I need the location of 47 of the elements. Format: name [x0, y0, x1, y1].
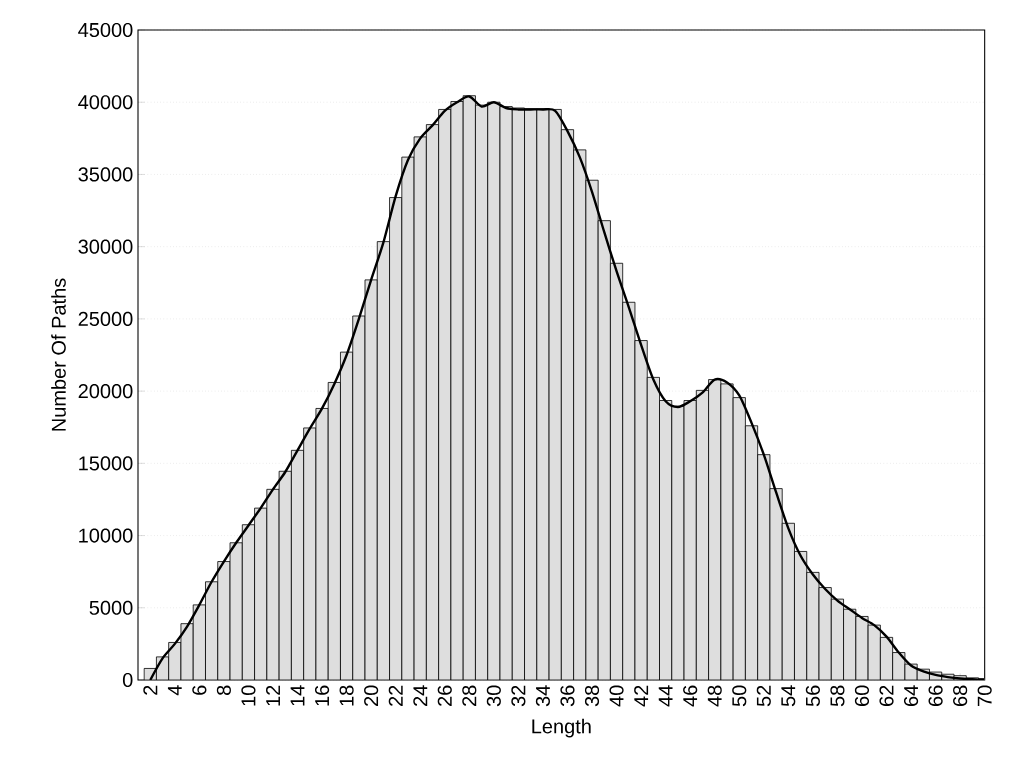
y-tick-label: 20000 — [78, 384, 133, 399]
x-tick-label: 16 — [314, 685, 330, 706]
y-tick-label: 35000 — [78, 167, 133, 182]
y-tick-label: 15000 — [79, 456, 133, 471]
x-tick-label: 68 — [953, 685, 968, 706]
x-tick-label: 22 — [388, 685, 403, 706]
x-tick-label: 30 — [486, 685, 501, 707]
y-tick-label: 0 — [122, 672, 133, 688]
x-tick-label: 18 — [339, 685, 354, 706]
x-tick-label: 4 — [167, 685, 182, 696]
x-tick-label: 48 — [707, 685, 722, 707]
x-tick-label: 70 — [977, 685, 992, 706]
y-tick-label: 40000 — [78, 95, 133, 110]
x-tick-label: 28 — [462, 685, 477, 706]
x-tick-label: 38 — [584, 685, 600, 707]
x-tick-label: 12 — [265, 685, 280, 706]
x-tick-label: 64 — [903, 685, 919, 706]
y-tick-label: 25000 — [78, 311, 133, 326]
x-tick-label: 50 — [732, 685, 747, 707]
x-tick-label: 56 — [805, 685, 820, 707]
x-tick-label: 26 — [437, 685, 452, 706]
x-axis-title: Length — [532, 718, 591, 738]
x-tick-label: 36 — [560, 685, 575, 707]
x-tick-label: 54 — [781, 685, 796, 707]
y-tick-label: 45000 — [78, 22, 133, 38]
y-tick-label: 30000 — [78, 239, 133, 254]
x-tick-label: 42 — [634, 685, 649, 707]
x-tick-label: 14 — [290, 685, 305, 706]
x-tick-label: 44 — [658, 685, 673, 707]
x-tick-label: 62 — [879, 685, 894, 706]
x-tick-label: 40 — [609, 685, 624, 707]
x-tick-label: 8 — [216, 685, 231, 695]
y-tick-label: 10000 — [79, 528, 133, 543]
y-axis-title: Number Of Paths — [51, 278, 66, 431]
x-tick-label: 58 — [830, 685, 845, 707]
x-tick-label: 46 — [683, 685, 698, 707]
x-tick-label: 32 — [511, 685, 526, 707]
x-tick-label: 10 — [241, 685, 256, 706]
x-tick-label: 34 — [535, 685, 551, 707]
x-tick-label: 60 — [854, 685, 870, 706]
x-tick-label: 2 — [143, 685, 158, 695]
x-tick-label: 6 — [192, 685, 207, 695]
x-tick-label: 52 — [756, 685, 771, 707]
x-tick-label: 20 — [364, 685, 379, 706]
y-tick-label: 5000 — [89, 600, 133, 615]
x-tick-label: 66 — [928, 685, 943, 706]
x-tick-label: 24 — [413, 685, 428, 706]
